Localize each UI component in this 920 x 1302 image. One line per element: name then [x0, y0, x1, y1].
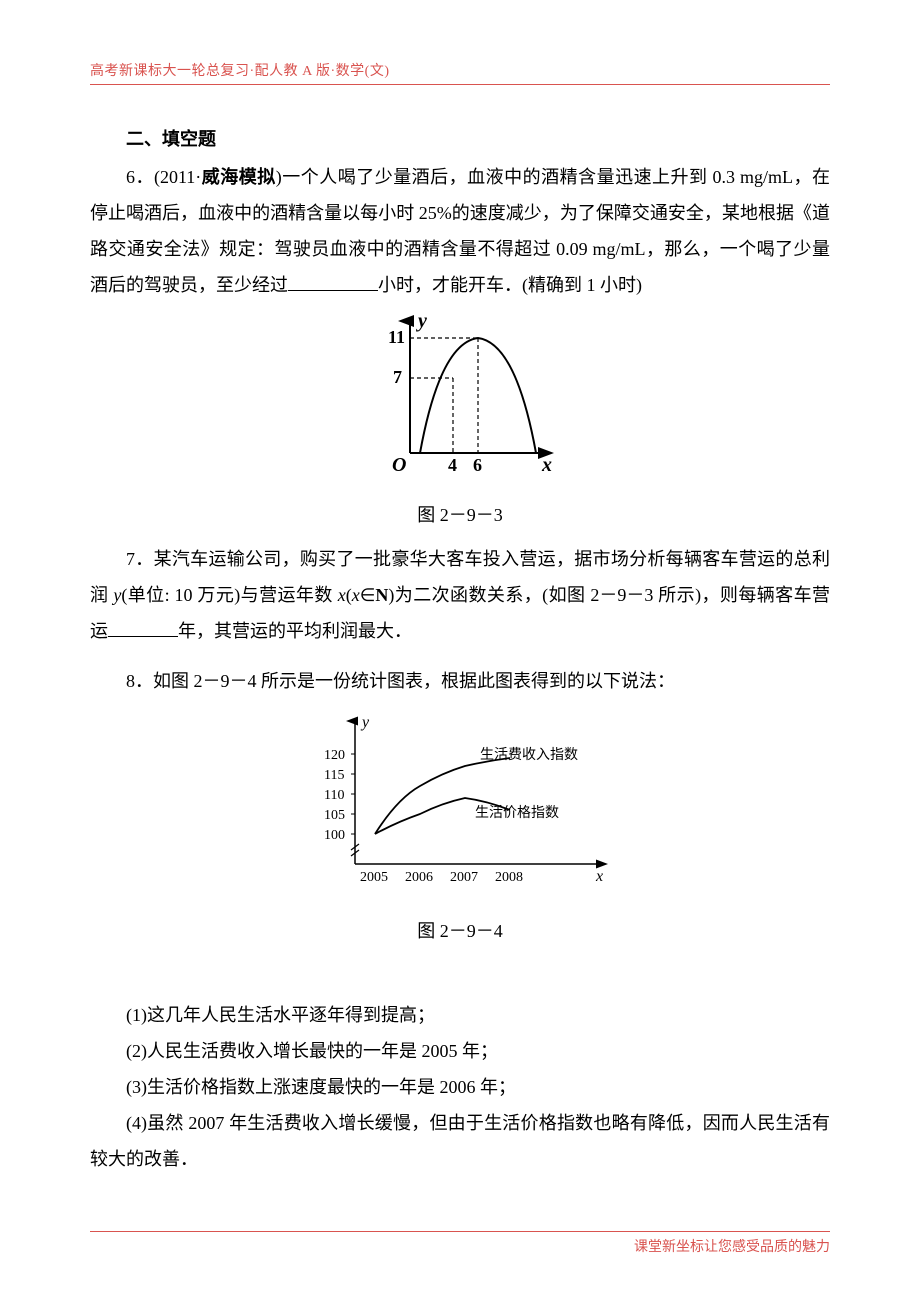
question-8: 8．如图 2－9－4 所示是一份统计图表，根据此图表得到的以下说法：	[90, 663, 830, 699]
page-header: 高考新课标大一轮总复习·配人教 A 版·数学(文)	[90, 60, 830, 85]
question-7: 7．某汽车运输公司，购买了一批豪华大客车投入营运，据市场分析每辆客车营运的总利润…	[90, 541, 830, 649]
q7-t2: (单位: 10 万元)与营运年数	[121, 585, 337, 605]
origin-label: O	[392, 454, 406, 476]
statement-4: (4)虽然 2007 年生活费收入增长缓慢，但由于生活价格指数也略有降低，因而人…	[90, 1105, 830, 1177]
fig294-caption: 图 2－9－4	[90, 913, 830, 949]
q7-t6: 年，其营运的平均利润最大．	[178, 621, 412, 641]
q7-x2: x	[352, 585, 360, 605]
ytick-115: 115	[324, 768, 344, 783]
spacer-1	[90, 651, 830, 663]
spacer-2	[90, 957, 830, 997]
xtick-2008: 2008	[495, 870, 523, 885]
statement-2: (2)人民生活费收入增长最快的一年是 2005 年；	[90, 1033, 830, 1069]
fig294-svg: 100 105 110 115 120 2005 2006 2007 2008 …	[300, 709, 620, 899]
ytick-110: 110	[324, 788, 344, 803]
q6-body-2: 小时，才能开车．(精确到 1 小时)	[378, 275, 642, 295]
q7-N: N	[375, 585, 388, 605]
q7-x: x	[338, 585, 346, 605]
q6-bold: 威海模拟	[201, 167, 275, 187]
legend-price: 生活价格指数	[475, 805, 559, 821]
statement-1: (1)这几年人民生活水平逐年得到提高；	[90, 997, 830, 1033]
fig293-caption: 图 2－9－3	[90, 497, 830, 533]
page-footer: 课堂新坐标让您感受品质的魅力	[90, 1231, 830, 1256]
x-axis-label: x	[541, 454, 552, 476]
fig293-svg: 11 7 4 6 O x y	[360, 313, 560, 483]
y-axis-label: y	[416, 313, 427, 332]
main-content: 二、填空题 6．(2011·威海模拟)一个人喝了少量酒后，血液中的酒精含量迅速上…	[90, 121, 830, 1177]
ytick-120: 120	[324, 748, 345, 763]
xtick-2005: 2005	[360, 870, 388, 885]
ytick-11: 11	[388, 327, 405, 347]
q6-prefix: 6．(2011·	[126, 167, 201, 187]
x-axis-label-2: x	[595, 868, 603, 885]
xtick-6: 6	[473, 455, 482, 475]
figure-2-9-4: 100 105 110 115 120 2005 2006 2007 2008 …	[90, 709, 830, 949]
legend-income: 生活费收入指数	[480, 747, 578, 763]
xtick-2006: 2006	[405, 870, 433, 885]
xtick-2007: 2007	[450, 870, 478, 885]
xtick-4: 4	[448, 455, 457, 475]
ytick-7: 7	[393, 367, 402, 387]
ytick-100: 100	[324, 828, 345, 843]
section-title: 二、填空题	[90, 121, 830, 157]
ytick-105: 105	[324, 808, 345, 823]
q7-t4: ∈	[360, 585, 376, 605]
series-income	[375, 758, 510, 834]
q6-blank	[288, 273, 378, 291]
y-axis-label-2: y	[360, 714, 370, 731]
figure-2-9-3: 11 7 4 6 O x y 图 2－9－3	[90, 313, 830, 533]
q7-blank	[108, 619, 178, 637]
question-6: 6．(2011·威海模拟)一个人喝了少量酒后，血液中的酒精含量迅速上升到 0.3…	[90, 159, 830, 303]
statement-3: (3)生活价格指数上涨速度最快的一年是 2006 年；	[90, 1069, 830, 1105]
